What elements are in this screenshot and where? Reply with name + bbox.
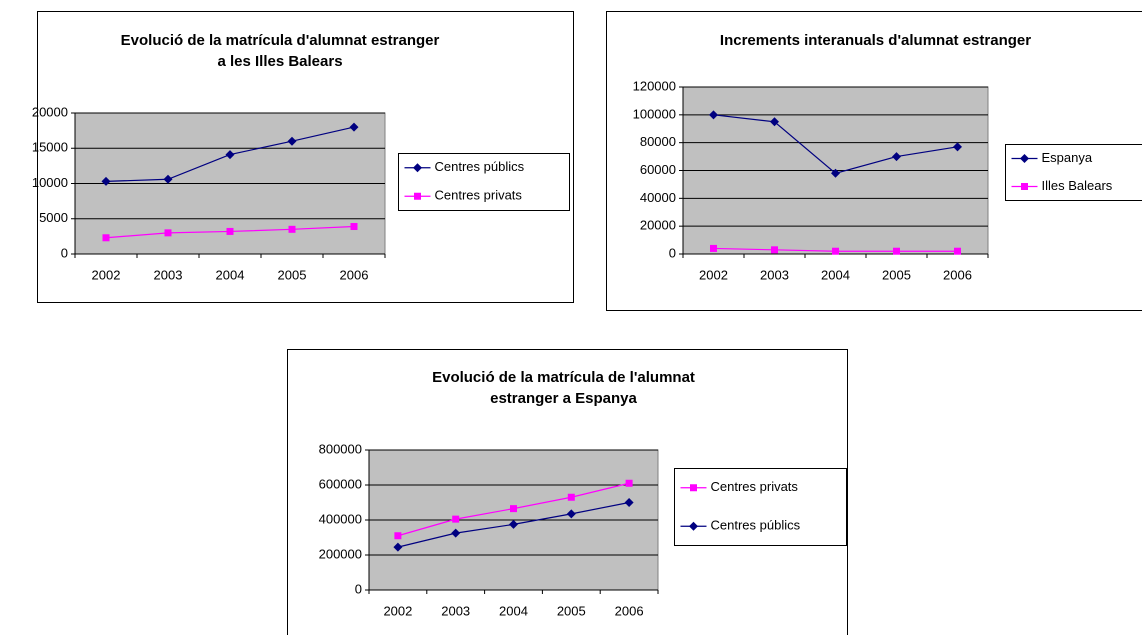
x-tick-label: 2002 — [383, 603, 412, 618]
y-tick-label: 800000 — [319, 441, 362, 456]
y-tick-label: 200000 — [319, 546, 362, 561]
marker — [287, 136, 297, 146]
x-tick-label: 2006 — [615, 603, 644, 618]
chart-title: Increments interanuals d'alumnat estrang… — [720, 32, 1031, 49]
marker — [893, 247, 900, 255]
legend-box — [1005, 144, 1142, 201]
marker — [414, 192, 421, 200]
x-tick-label: 2006 — [943, 267, 972, 282]
x-tick-label: 2005 — [557, 603, 586, 618]
y-tick-label: 0 — [669, 245, 676, 260]
chart-title: a les Illes Balears — [217, 53, 342, 70]
marker — [831, 168, 840, 178]
chart-title: estranger a Espanya — [490, 390, 637, 407]
marker — [163, 174, 173, 184]
marker — [164, 229, 172, 237]
marker — [225, 150, 235, 160]
marker — [101, 176, 111, 186]
y-tick-label: 20000 — [32, 104, 68, 119]
marker — [771, 246, 778, 254]
x-tick-label: 2005 — [882, 267, 911, 282]
marker — [349, 122, 359, 132]
marker — [102, 234, 110, 242]
y-tick-label: 20000 — [640, 218, 676, 233]
y-tick-label: 100000 — [633, 106, 676, 121]
x-tick-label: 2002 — [699, 267, 728, 282]
y-tick-label: 15000 — [32, 140, 68, 155]
y-tick-label: 600000 — [319, 476, 362, 491]
marker — [509, 519, 518, 529]
marker — [452, 515, 460, 523]
marker — [510, 505, 517, 513]
x-tick-label: 2003 — [760, 267, 789, 282]
marker — [689, 521, 698, 531]
marker — [709, 110, 718, 120]
marker — [393, 542, 403, 552]
legend-label: Centres públics — [711, 518, 801, 533]
marker — [567, 493, 575, 501]
marker — [1020, 154, 1029, 163]
x-tick-label: 2006 — [340, 267, 369, 282]
y-tick-label: 60000 — [640, 162, 676, 177]
marker — [394, 532, 402, 540]
marker — [953, 142, 962, 152]
y-tick-label: 400000 — [319, 511, 362, 526]
marker — [1021, 183, 1028, 190]
y-tick-label: 40000 — [640, 190, 676, 205]
legend-label: Centres privats — [435, 188, 523, 203]
marker — [892, 152, 901, 162]
marker — [226, 227, 234, 235]
marker — [566, 509, 576, 519]
y-tick-label: 0 — [61, 245, 68, 260]
y-tick-label: 80000 — [640, 134, 676, 149]
marker — [350, 223, 358, 231]
marker — [770, 117, 779, 127]
legend-label: Illes Balears — [1042, 178, 1113, 193]
legend-box — [398, 153, 570, 211]
chart-title: Evolució de la matrícula d'alumnat estra… — [121, 32, 440, 49]
marker — [624, 498, 634, 507]
marker — [954, 247, 961, 255]
x-tick-label: 2004 — [499, 603, 528, 618]
x-tick-label: 2004 — [216, 267, 245, 282]
marker — [413, 163, 422, 173]
y-tick-label: 120000 — [633, 78, 676, 93]
marker — [710, 244, 717, 252]
marker — [288, 225, 296, 233]
x-tick-label: 2003 — [154, 267, 183, 282]
legend-label: Centres privats — [711, 479, 799, 494]
x-tick-label: 2004 — [821, 267, 850, 282]
chart-title: Evolució de la matrícula de l'alumnat — [432, 369, 695, 386]
y-tick-label: 10000 — [32, 175, 68, 190]
marker — [690, 484, 697, 492]
y-tick-label: 0 — [355, 581, 362, 596]
marker — [832, 247, 839, 255]
x-tick-label: 2005 — [278, 267, 307, 282]
x-tick-label: 2003 — [441, 603, 470, 618]
marker — [625, 479, 633, 487]
legend-box — [674, 468, 847, 546]
x-tick-label: 2002 — [92, 267, 121, 282]
marker — [451, 528, 461, 538]
legend-label: Espanya — [1042, 150, 1093, 165]
legend-label: Centres públics — [435, 159, 525, 174]
y-tick-label: 5000 — [39, 210, 68, 225]
